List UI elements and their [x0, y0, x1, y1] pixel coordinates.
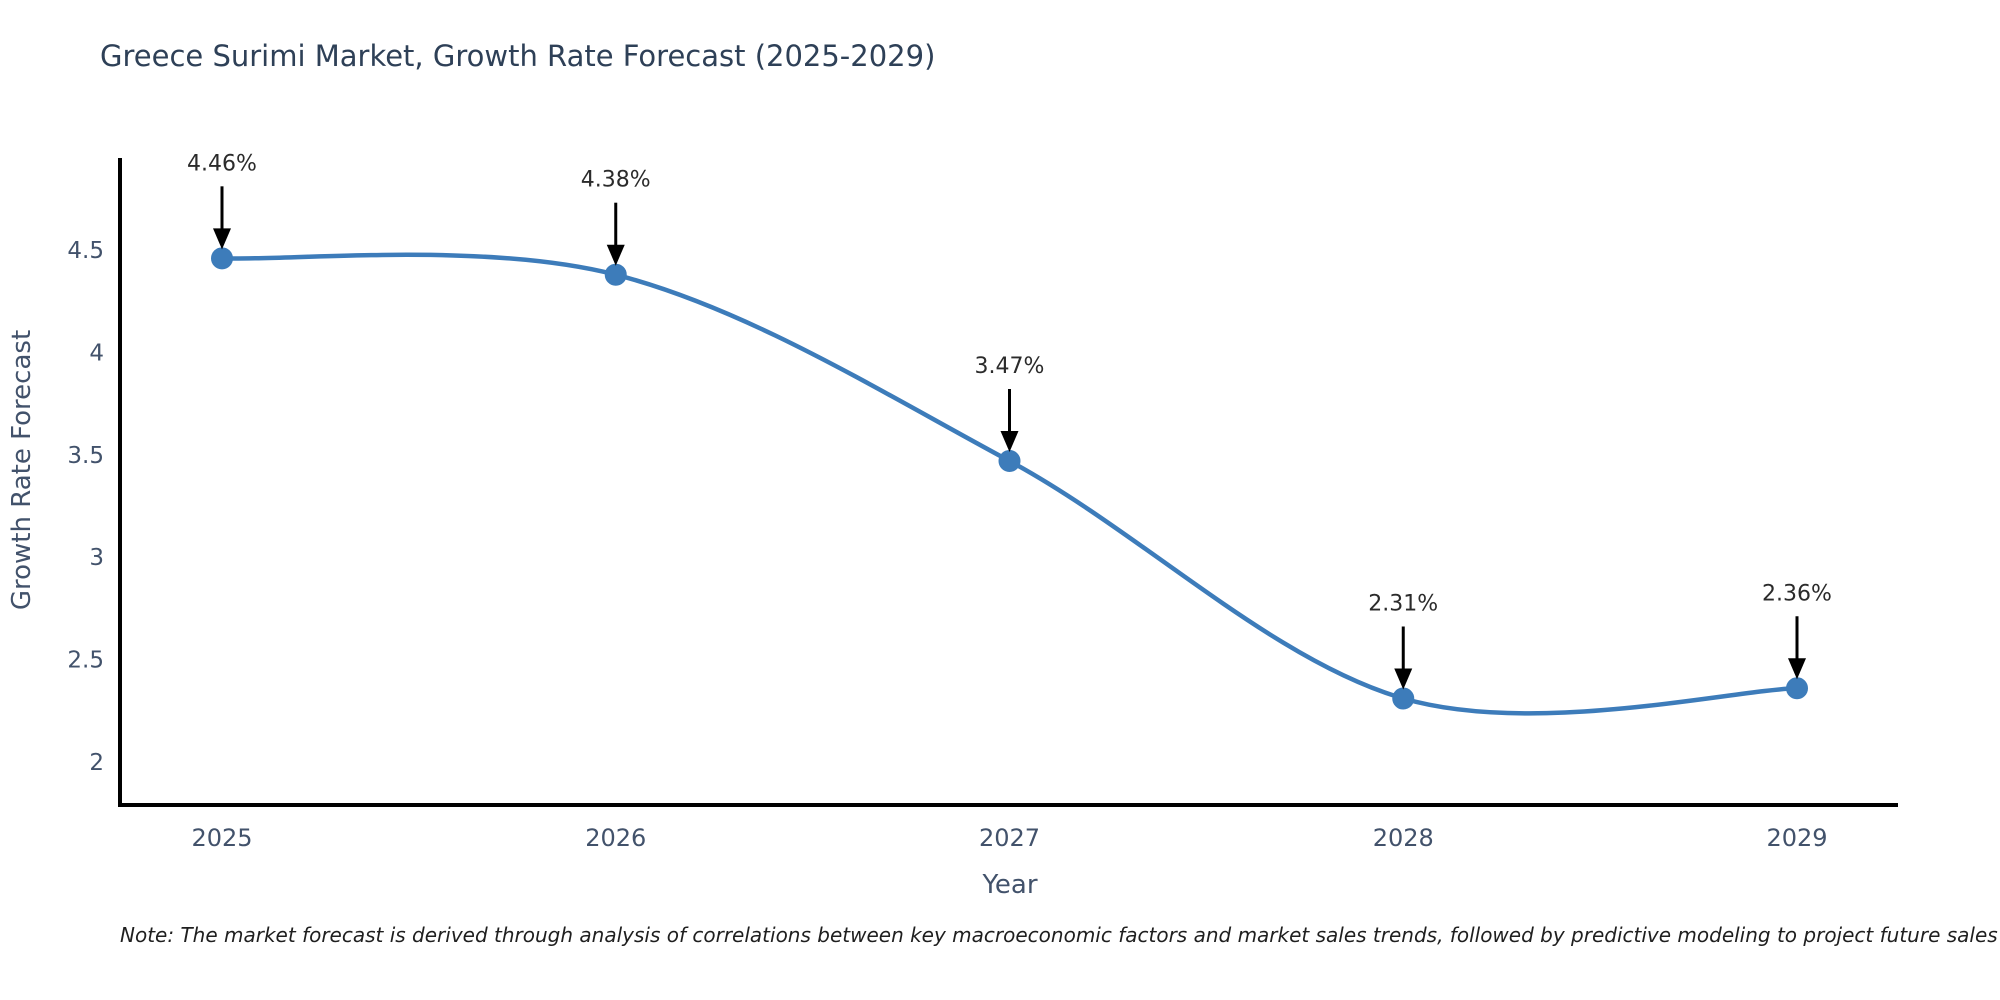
y-tick-label: 2 — [89, 750, 104, 776]
point-annotation: 2.36% — [1762, 581, 1832, 680]
annotation-arrowhead-icon — [1000, 431, 1019, 453]
annotation-arrowhead-icon — [1394, 668, 1413, 690]
footnote: Note: The market forecast is derived thr… — [120, 923, 1998, 947]
x-tick-label: 2028 — [1373, 824, 1434, 852]
data-point-markers — [211, 247, 1808, 710]
forecast-spline-line — [219, 252, 1800, 716]
y-axis-title: Growth Rate Forecast — [7, 330, 37, 610]
annotation-arrowhead-icon — [1788, 658, 1806, 680]
point-annotation: 3.47% — [975, 354, 1045, 453]
annotation-arrowhead-icon — [606, 244, 625, 266]
x-tick-label: 2025 — [191, 824, 252, 852]
x-tick-label: 2026 — [585, 824, 646, 852]
chart-title: Greece Surimi Market, Growth Rate Foreca… — [100, 39, 935, 73]
annotation-arrowhead-icon — [213, 228, 231, 250]
y-axis-tick-labels: 2 2.5 3 3.5 4 4.5 — [67, 238, 104, 776]
point-annotations: 4.46% 4.38% 3.47% 2.31% 2.36% — [187, 151, 1832, 690]
data-point-marker[interactable] — [998, 450, 1021, 473]
y-tick-label: 4 — [89, 340, 104, 366]
point-annotation: 4.46% — [187, 151, 257, 250]
y-tick-label: 3.5 — [67, 443, 104, 469]
point-annotation-label: 4.38% — [581, 168, 651, 193]
x-axis-tick-labels: 2025 2026 2027 2028 2029 — [191, 824, 1827, 852]
y-tick-label: 4.5 — [67, 238, 104, 264]
data-point-marker[interactable] — [1786, 677, 1808, 700]
point-annotation: 2.31% — [1368, 591, 1438, 690]
point-annotation-label: 2.31% — [1368, 591, 1438, 616]
point-annotation-label: 4.46% — [187, 151, 257, 176]
point-annotation: 4.38% — [581, 168, 651, 266]
data-point-marker[interactable] — [604, 263, 627, 286]
point-annotation-label: 2.36% — [1762, 581, 1832, 606]
x-axis-title: Year — [981, 870, 1037, 900]
x-tick-label: 2029 — [1766, 824, 1827, 852]
data-point-marker[interactable] — [211, 247, 233, 270]
point-annotation-label: 3.47% — [975, 354, 1045, 379]
y-tick-label: 3 — [89, 545, 104, 571]
y-tick-label: 2.5 — [67, 648, 104, 674]
x-tick-label: 2027 — [979, 824, 1040, 852]
data-point-marker[interactable] — [1392, 687, 1415, 710]
